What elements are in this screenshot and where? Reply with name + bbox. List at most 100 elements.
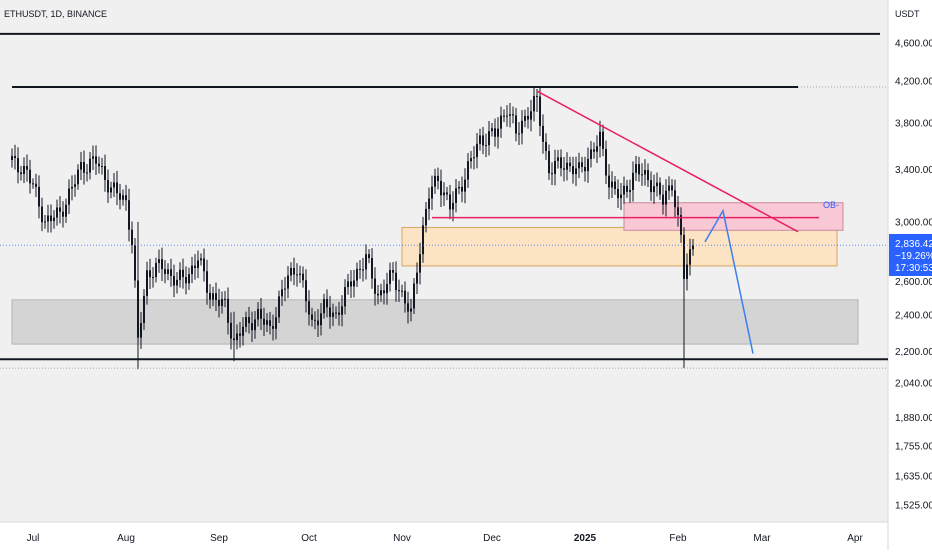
candle-body [296, 274, 298, 276]
candle-body [476, 143, 478, 158]
candle-body [116, 182, 118, 194]
candle-body [269, 320, 271, 327]
candle-body [563, 168, 565, 170]
x-tick-label: Apr [847, 533, 863, 544]
candle-body [77, 169, 79, 185]
candle-body [347, 281, 349, 288]
candle-body [512, 114, 514, 116]
candle-body [305, 280, 307, 302]
candle-body [425, 208, 427, 226]
candle-body [458, 186, 460, 189]
y-tick-label: 3,400.00 [895, 165, 932, 176]
candle-body [452, 202, 454, 210]
candle-body [491, 128, 493, 132]
candle-body [431, 186, 433, 199]
candle-body [107, 179, 109, 193]
candle-body [623, 185, 625, 195]
candle-body [26, 166, 28, 170]
candle-body [20, 172, 22, 175]
candle-body [377, 293, 379, 296]
candle-body [659, 182, 661, 195]
candle-body [227, 298, 229, 323]
candle-body [257, 308, 259, 320]
candle-body [515, 115, 517, 134]
candle-body [38, 186, 40, 207]
candle-body [62, 211, 64, 217]
candle-body [92, 156, 94, 159]
candle-body [338, 312, 340, 315]
candle-body [32, 183, 34, 185]
candle-body [374, 278, 376, 294]
candle-body [59, 207, 61, 212]
candle-body [302, 273, 304, 281]
candle-body [341, 306, 343, 315]
candle-body [281, 289, 283, 297]
candle-body [56, 207, 58, 218]
candle-body [506, 115, 508, 117]
candle-body [611, 181, 613, 188]
candle-body [545, 141, 547, 152]
candle-body [650, 180, 652, 193]
candle-body [470, 158, 472, 162]
candle-body [47, 215, 49, 222]
candle-body [644, 170, 646, 175]
candle-body [401, 290, 403, 292]
candle-body [140, 322, 142, 338]
candle-body [68, 188, 70, 205]
candle-body [590, 149, 592, 159]
candle-body [317, 320, 319, 326]
candle-body [248, 317, 250, 324]
candle-body [155, 263, 157, 278]
candle-body [527, 115, 529, 120]
candle-body [65, 204, 67, 217]
candles-layer [11, 86, 694, 370]
candle-body [599, 131, 601, 147]
candle-body [314, 319, 316, 321]
candle-body [596, 146, 598, 152]
price-badge-box [889, 234, 932, 276]
price-badge-value: 2,836.42 [895, 239, 932, 250]
candle-body [398, 290, 400, 292]
candle-body [551, 173, 553, 175]
candle-body [494, 128, 496, 137]
candle-body [449, 194, 451, 210]
candle-body [191, 265, 193, 275]
candle-body [29, 169, 31, 184]
candle-body [287, 275, 289, 289]
candle-body [572, 166, 574, 175]
candle-body [53, 217, 55, 222]
candle-body [266, 320, 268, 325]
candle-body [344, 287, 346, 307]
candle-body [182, 269, 184, 278]
candle-body [668, 185, 670, 191]
candle-body [17, 158, 19, 173]
y-tick-label: 3,000.00 [895, 217, 932, 228]
x-tick-label: 2025 [574, 533, 597, 544]
y-tick-label: 1,525.00 [895, 501, 932, 512]
candle-body [488, 131, 490, 146]
candle-body [542, 125, 544, 142]
candle-body [554, 160, 556, 174]
candle-body [329, 307, 331, 317]
candle-body [194, 265, 196, 268]
y-tick-label: 1,755.00 [895, 442, 932, 453]
demand-zone [401, 226, 838, 267]
candle-body [236, 333, 238, 341]
candle-body [98, 163, 100, 167]
candle-body [44, 221, 46, 223]
candle-body [440, 180, 442, 196]
x-tick-label: Nov [393, 533, 411, 544]
candle-body [407, 303, 409, 312]
candle-body [461, 186, 463, 192]
candle-body [413, 283, 415, 309]
price-badge[interactable]: 2,836.42 −19.26% 17:30:53 [889, 234, 932, 276]
candle-body [656, 182, 658, 187]
candle-body [680, 215, 682, 235]
candle-body [479, 135, 481, 144]
candle-body [473, 157, 475, 159]
candle-body [395, 272, 397, 291]
candle-body [446, 192, 448, 195]
candle-body [218, 299, 220, 307]
